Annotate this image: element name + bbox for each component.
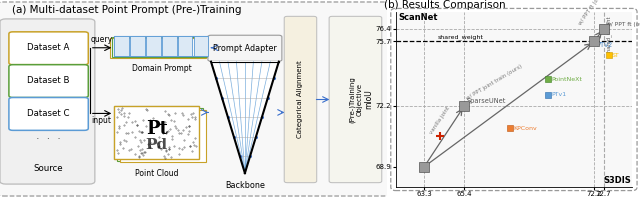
Bar	[114, 106, 200, 159]
Text: PTv1: PTv1	[552, 92, 567, 97]
Bar	[109, 38, 205, 58]
Text: Backbone: Backbone	[225, 181, 265, 190]
FancyBboxPatch shape	[9, 98, 88, 130]
FancyBboxPatch shape	[9, 65, 88, 98]
Text: shared_weight: shared_weight	[438, 34, 483, 40]
Text: Source: Source	[33, 164, 63, 173]
Bar	[193, 36, 208, 56]
Text: ·  ·  ·: · · ·	[36, 134, 61, 144]
Text: w/ PPT ft (ours): w/ PPT ft (ours)	[578, 0, 606, 26]
Text: KPConv: KPConv	[513, 126, 538, 131]
Bar	[112, 37, 208, 57]
FancyBboxPatch shape	[0, 19, 95, 184]
Text: S3DIS: S3DIS	[604, 176, 632, 185]
Text: Dataset B: Dataset B	[27, 76, 70, 85]
Bar	[178, 36, 193, 56]
Text: (b) Results Comparison: (b) Results Comparison	[384, 0, 506, 10]
Text: ScanNet: ScanNet	[398, 13, 438, 22]
Bar	[162, 36, 177, 56]
Text: vanilla joint: vanilla joint	[428, 106, 451, 136]
Bar	[117, 108, 202, 161]
Text: PTv2: PTv2	[596, 42, 612, 48]
Text: SparseUNet: SparseUNet	[467, 99, 506, 104]
Bar	[130, 36, 145, 56]
Text: shared_weight: shared_weight	[606, 16, 612, 54]
FancyBboxPatch shape	[208, 35, 282, 61]
Text: PointNeXt: PointNeXt	[552, 77, 582, 82]
Y-axis label: mIoU: mIoU	[364, 90, 373, 109]
Bar	[120, 110, 205, 162]
Bar	[114, 36, 211, 56]
Text: Pt: Pt	[146, 120, 168, 138]
Bar	[146, 36, 161, 56]
Text: Categorical Alignment: Categorical Alignment	[298, 61, 303, 138]
Text: Dataset C: Dataset C	[27, 109, 70, 118]
Bar	[114, 106, 200, 159]
Text: Domain Prompt: Domain Prompt	[132, 64, 192, 73]
Text: Prompt Adapter: Prompt Adapter	[213, 44, 276, 53]
Text: w/ PPT ft (ours): w/ PPT ft (ours)	[606, 22, 640, 27]
FancyBboxPatch shape	[9, 32, 88, 65]
FancyBboxPatch shape	[329, 16, 382, 183]
Text: ST: ST	[612, 53, 620, 58]
Text: Pd: Pd	[146, 138, 168, 152]
Text: w/ PPT joint train (ours): w/ PPT joint train (ours)	[465, 64, 523, 101]
Polygon shape	[211, 62, 279, 173]
Text: query: query	[90, 35, 113, 44]
FancyBboxPatch shape	[0, 2, 390, 196]
Text: Dataset A: Dataset A	[28, 43, 70, 52]
FancyBboxPatch shape	[284, 16, 317, 183]
Text: Point Cloud: Point Cloud	[135, 169, 179, 178]
Text: (a) Multi-dataset Point Prompt (Pre-)Training: (a) Multi-dataset Point Prompt (Pre-)Tra…	[12, 5, 241, 15]
Text: (Pre-)Training
Objective: (Pre-)Training Objective	[349, 76, 362, 123]
Text: input: input	[92, 116, 111, 125]
Bar	[114, 36, 129, 56]
